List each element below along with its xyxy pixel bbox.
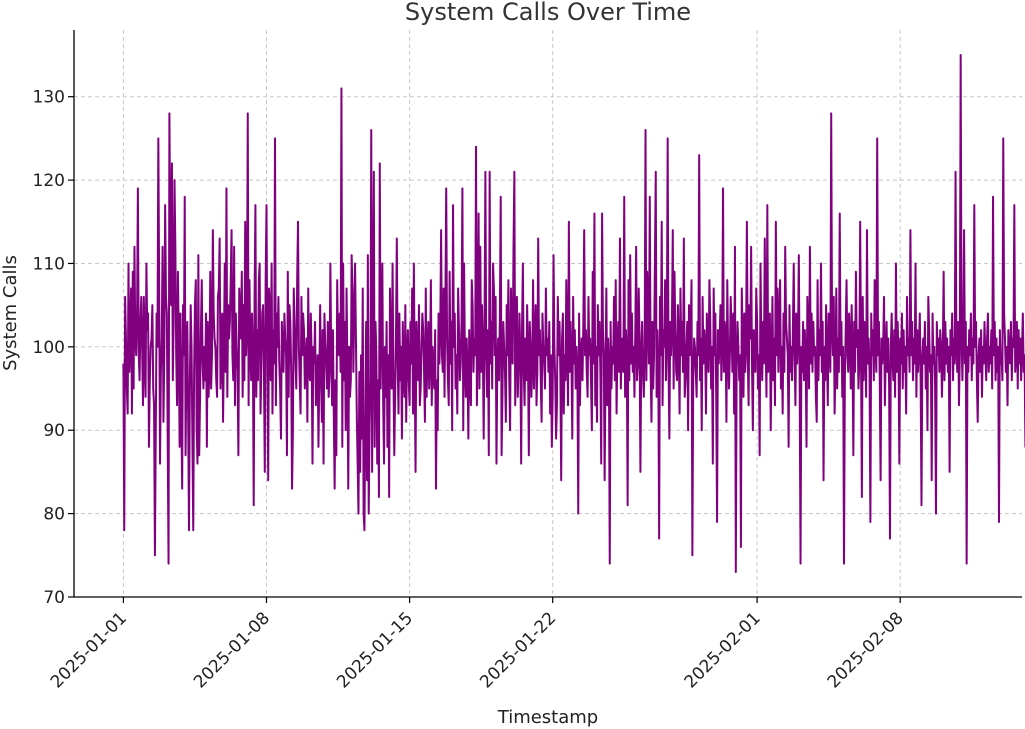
chart-title: System Calls Over Time <box>405 0 691 26</box>
series-line-system-calls <box>122 54 1025 573</box>
y-tick-label: 100 <box>33 338 65 358</box>
y-tick-label: 120 <box>33 171 65 191</box>
x-tick-label: 2025-01-15 <box>333 608 417 692</box>
x-ticks: 2025-01-01 2025-01-08 2025-01-15 2025-01-22… <box>47 597 908 692</box>
y-tick-label: 90 <box>43 421 65 441</box>
y-ticks: 70 80 90 100 110 120 130 <box>33 88 74 608</box>
x-tick-label: 2025-01-22 <box>476 608 560 692</box>
x-axis-label: Timestamp <box>497 707 598 728</box>
y-axis-label: System Calls <box>0 255 21 371</box>
y-tick-label: 130 <box>33 88 65 108</box>
x-tick-label: 2025-01-01 <box>47 608 131 692</box>
grid <box>74 30 1022 598</box>
x-tick-label: 2025-01-08 <box>190 608 274 692</box>
y-tick-label: 110 <box>33 254 65 274</box>
y-tick-label: 80 <box>43 505 65 525</box>
axes <box>73 30 1022 598</box>
x-tick-label: 2025-02-01 <box>681 608 765 692</box>
y-tick-label: 70 <box>43 588 65 608</box>
x-tick-label: 2025-02-08 <box>824 608 908 692</box>
